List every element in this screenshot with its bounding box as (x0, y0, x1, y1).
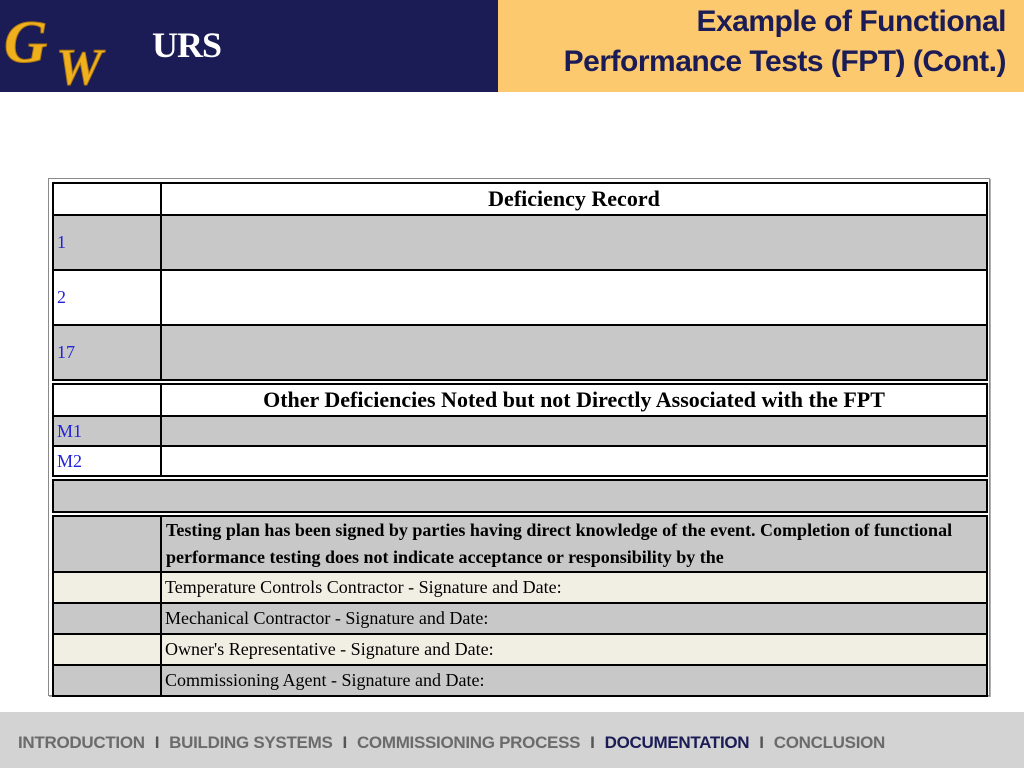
svg-text:W: W (56, 39, 106, 92)
signature-label: Temperature Controls Contractor - Signat… (160, 571, 988, 604)
row-text (160, 269, 988, 326)
statement-cell: Testing plan has been signed by parties … (160, 515, 988, 573)
brand-name: URS (152, 25, 222, 65)
signature-label: Commissioning Agent - Signature and Date… (160, 664, 988, 697)
nav-item-introduction[interactable]: INTRODUCTION (18, 733, 145, 752)
header-title-panel: Example of Functional Performance Tests … (498, 0, 1024, 92)
signature-id-cell (52, 602, 162, 635)
slide-title-line-2: Performance Tests (FPT) (Cont.) (563, 45, 1007, 78)
table-row: 1 (52, 214, 988, 271)
signature-label: Mechanical Contractor - Signature and Da… (160, 602, 988, 635)
statement-row: Testing plan has been signed by parties … (52, 515, 988, 573)
section-nav: INTRODUCTION I BUILDING SYSTEMS I COMMISSION… (18, 733, 885, 753)
row-id: 17 (52, 324, 162, 381)
row-id: M2 (52, 445, 162, 477)
table-row: 17 (52, 324, 988, 381)
table-header-row: Deficiency Record (52, 182, 988, 216)
nav-item-building-systems[interactable]: BUILDING SYSTEMS (169, 733, 333, 752)
deficiency-table: Deficiency Record 1 2 17 Other Deficienc… (52, 182, 988, 697)
signature-row: Commissioning Agent - Signature and Date… (52, 664, 988, 697)
signature-id-cell (52, 571, 162, 604)
slide-title-line-1: Example of Functional (696, 5, 1006, 38)
signature-id-cell (52, 664, 162, 697)
table-row: M1 (52, 415, 988, 447)
signature-row: Owner's Representative - Signature and D… (52, 633, 988, 666)
row-id: 2 (52, 269, 162, 326)
header-brand-panel: G W URS (0, 0, 498, 92)
nav-item-commissioning-process[interactable]: COMMISSIONING PROCESS (356, 733, 581, 752)
row-id: 1 (52, 214, 162, 271)
signature-label: Owner's Representative - Signature and D… (160, 633, 988, 666)
row-text (160, 445, 988, 477)
signature-row: Mechanical Contractor - Signature and Da… (52, 602, 988, 635)
section-divider (53, 475, 987, 481)
row-text (160, 214, 988, 271)
nav-separator: I (759, 733, 764, 752)
nav-item-conclusion[interactable]: CONCLUSION (773, 733, 886, 752)
row-text (160, 324, 988, 381)
signature-id-cell (52, 633, 162, 666)
nav-separator: I (154, 733, 160, 752)
nav-item-documentation[interactable]: DOCUMENTATION (604, 733, 750, 752)
slide-title: Example of Functional Performance Tests … (506, 2, 1007, 82)
statement-id-cell (52, 515, 162, 573)
svg-text:G: G (4, 9, 47, 75)
header-id-cell (52, 182, 162, 216)
table-row: 2 (52, 269, 988, 326)
nav-separator: I (342, 733, 348, 752)
row-text (160, 415, 988, 447)
other-deficiencies-header-row: Other Deficiencies Noted but not Directl… (52, 383, 988, 417)
nav-separator: I (590, 733, 595, 752)
blank-row (52, 479, 988, 513)
signature-row: Temperature Controls Contractor - Signat… (52, 571, 988, 604)
deficiency-record-heading: Deficiency Record (160, 182, 988, 216)
header-bar: G W URS Example of Functional Performanc… (0, 0, 1024, 92)
other-deficiencies-heading: Other Deficiencies Noted but not Directl… (160, 383, 988, 417)
blank-cell (52, 479, 988, 513)
gw-logo: G W (4, 9, 107, 93)
statement-text: Testing plan has been signed by parties … (166, 520, 953, 567)
section-divider (53, 511, 987, 517)
table-row: M2 (52, 445, 988, 477)
header-id-cell (52, 383, 162, 417)
footer-nav-bar: INTRODUCTION I BUILDING SYSTEMS I COMMISSION… (0, 712, 1024, 768)
fpt-document: Deficiency Record 1 2 17 Other Deficienc… (48, 178, 990, 697)
section-divider (53, 379, 987, 385)
row-id: M1 (52, 415, 162, 447)
